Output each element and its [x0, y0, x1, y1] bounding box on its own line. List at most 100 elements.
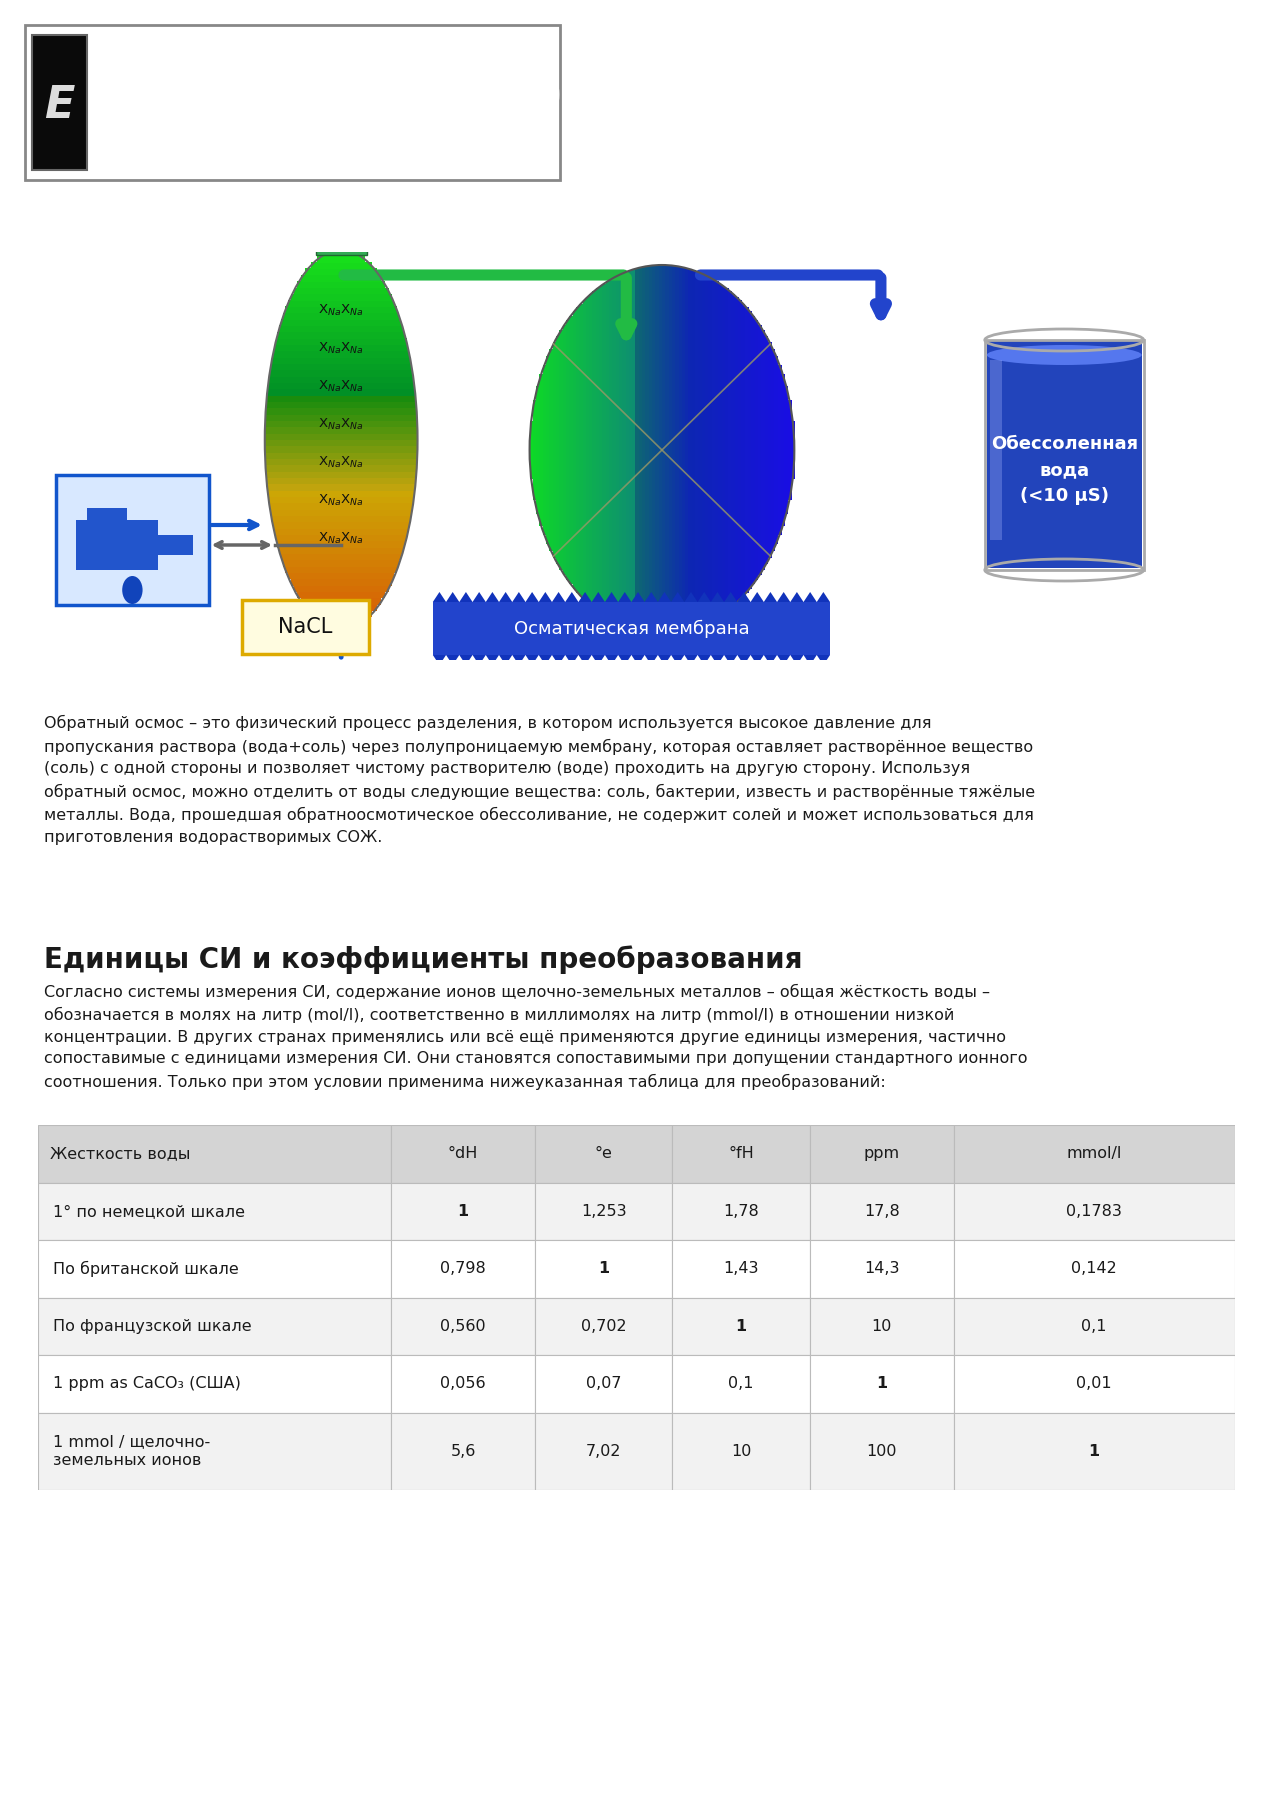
- Bar: [606, 281, 610, 619]
- Bar: [712, 279, 715, 621]
- Polygon shape: [592, 592, 605, 601]
- Bar: [271, 364, 411, 371]
- Polygon shape: [671, 655, 685, 664]
- Text: 5,6: 5,6: [451, 1444, 476, 1458]
- Bar: [619, 274, 622, 626]
- Bar: [745, 308, 749, 592]
- Text: °dH: °dH: [448, 1147, 479, 1161]
- Bar: [38, 1413, 391, 1490]
- Bar: [592, 292, 596, 608]
- Polygon shape: [433, 655, 446, 664]
- Text: Определение: Определение: [43, 679, 173, 697]
- Bar: [953, 1240, 1235, 1298]
- Bar: [276, 338, 406, 346]
- Bar: [535, 1183, 672, 1240]
- Bar: [267, 389, 415, 396]
- Bar: [810, 1298, 953, 1355]
- Bar: [391, 1355, 535, 1413]
- Bar: [265, 421, 418, 427]
- Polygon shape: [619, 655, 631, 664]
- Polygon shape: [486, 655, 499, 664]
- Text: 1,78: 1,78: [723, 1204, 759, 1219]
- Text: 1,43: 1,43: [723, 1262, 759, 1276]
- Bar: [265, 459, 418, 466]
- Bar: [391, 1125, 535, 1183]
- Text: 0,702: 0,702: [580, 1319, 626, 1334]
- Bar: [550, 349, 554, 551]
- Text: ppm: ppm: [864, 1147, 900, 1161]
- Bar: [668, 265, 672, 635]
- Bar: [616, 275, 620, 625]
- Text: °fH: °fH: [728, 1147, 754, 1161]
- Polygon shape: [791, 592, 803, 601]
- Polygon shape: [578, 655, 592, 664]
- Polygon shape: [644, 592, 658, 601]
- Polygon shape: [671, 592, 685, 601]
- Bar: [778, 365, 782, 535]
- Text: По британской шкале: По британской шкале: [52, 1260, 238, 1276]
- FancyBboxPatch shape: [242, 599, 369, 653]
- Bar: [953, 1413, 1235, 1490]
- Polygon shape: [605, 655, 619, 664]
- Bar: [76, 520, 158, 571]
- Text: 1,253: 1,253: [580, 1204, 626, 1219]
- Bar: [391, 1240, 535, 1298]
- Bar: [810, 1355, 953, 1413]
- Polygon shape: [698, 592, 710, 601]
- Bar: [306, 268, 377, 275]
- Bar: [596, 288, 600, 612]
- Bar: [810, 1183, 953, 1240]
- Bar: [741, 304, 745, 596]
- Bar: [953, 1183, 1235, 1240]
- Bar: [297, 281, 386, 288]
- Bar: [612, 277, 616, 623]
- Text: 1 mmol / щелочно-
земельных ионов: 1 mmol / щелочно- земельных ионов: [52, 1435, 210, 1469]
- Bar: [265, 439, 418, 446]
- Polygon shape: [751, 655, 764, 664]
- Bar: [87, 508, 127, 520]
- Polygon shape: [486, 592, 499, 601]
- Bar: [985, 340, 1143, 571]
- Bar: [635, 268, 639, 632]
- Bar: [622, 274, 626, 626]
- Polygon shape: [791, 655, 803, 664]
- Bar: [290, 580, 392, 585]
- Bar: [546, 356, 550, 544]
- Polygon shape: [512, 592, 526, 601]
- Polygon shape: [631, 592, 644, 601]
- Polygon shape: [698, 655, 710, 664]
- Polygon shape: [644, 655, 658, 664]
- Text: X$_{Na}$X$_{Na}$: X$_{Na}$X$_{Na}$: [318, 531, 364, 545]
- Bar: [311, 263, 372, 268]
- Bar: [735, 297, 738, 603]
- Bar: [953, 1298, 1235, 1355]
- Bar: [810, 1125, 953, 1183]
- Bar: [38, 1183, 391, 1240]
- Bar: [288, 301, 395, 308]
- Bar: [810, 1240, 953, 1298]
- Text: 14,3: 14,3: [864, 1262, 900, 1276]
- Bar: [685, 268, 689, 632]
- Bar: [575, 308, 579, 592]
- Polygon shape: [565, 655, 578, 664]
- Bar: [535, 1355, 672, 1413]
- Polygon shape: [685, 592, 698, 601]
- Bar: [317, 256, 365, 263]
- Polygon shape: [552, 655, 565, 664]
- Bar: [774, 356, 778, 544]
- Bar: [542, 365, 546, 535]
- Text: mmol/l: mmol/l: [1067, 1147, 1122, 1161]
- Ellipse shape: [987, 346, 1142, 365]
- Bar: [535, 1125, 672, 1183]
- Polygon shape: [619, 592, 631, 601]
- Bar: [602, 284, 606, 616]
- Bar: [791, 421, 794, 479]
- Bar: [656, 265, 659, 635]
- Polygon shape: [658, 655, 671, 664]
- Bar: [600, 286, 603, 614]
- Bar: [535, 1298, 672, 1355]
- Polygon shape: [817, 655, 830, 664]
- Bar: [649, 266, 653, 634]
- Bar: [391, 1183, 535, 1240]
- Bar: [317, 617, 365, 623]
